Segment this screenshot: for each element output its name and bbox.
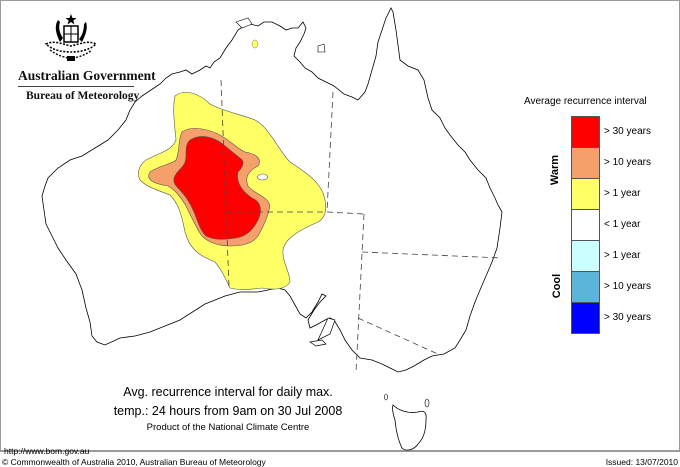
legend-title: Average recurrence interval [524,96,647,107]
government-title: Australian Government [18,68,156,83]
yorke-peninsula [317,317,336,341]
swatch-warm-1 [572,179,599,210]
legend-label: > 10 years [604,157,651,168]
swatch-cool-30 [572,303,599,333]
issued-date: Issued: 13/07/2010 [605,457,678,467]
swatch-warm-10 [572,148,599,179]
warm-label: Warm [549,154,562,186]
flinders-island [424,398,430,408]
legend-label: > 30 years [604,312,651,323]
cool-label: Cool [551,273,564,299]
legend-label: > 30 years [604,126,651,137]
website-link[interactable]: http://www.bom.gov.au [4,446,90,456]
legend-label: > 1 year [604,188,641,199]
swatch-cool-1 [572,241,599,272]
king-island [384,393,388,401]
product-credit: Product of the National Climate Centre [146,422,310,433]
agency-title: Bureau of Meteorology [26,90,140,102]
map-title-line1: Avg. recurrence interval for daily max. [123,385,333,399]
melville-island [235,17,253,29]
copyright-text: © Commonwealth of Australia 2010, Austra… [2,457,266,467]
tasmania [392,404,427,451]
zone-small-yellow-patch [251,39,259,49]
zone-greater-30-years [173,136,261,240]
state-borders [220,79,503,373]
map-title-line2: temp.: 24 hours from 9am on 30 Jul 2008 [113,404,343,418]
legend-label: > 10 years [604,281,651,292]
groote-eylandt [317,43,326,53]
zone-white-hole [256,173,269,181]
swatch-cool-10 [572,272,599,303]
swatch-neutral [572,210,599,241]
kangaroo-island [309,339,327,347]
swatch-warm-30 [572,117,599,148]
logo-divider [18,86,134,87]
coat-of-arms-icon [44,14,98,61]
legend-swatches [571,116,600,334]
legend-label: < 1 year [604,219,641,230]
legend-label: > 1 year [604,250,641,261]
